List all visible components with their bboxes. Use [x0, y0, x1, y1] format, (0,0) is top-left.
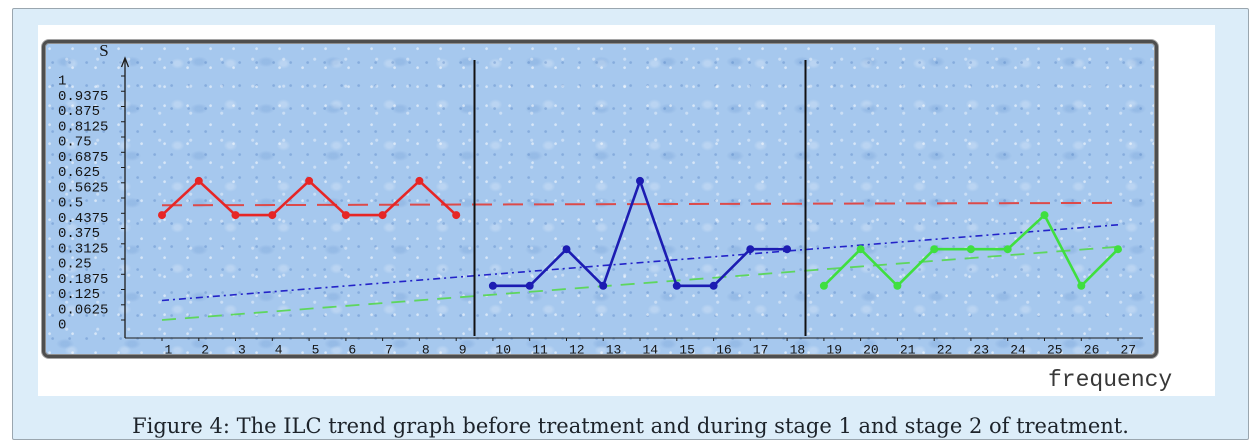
x-tick-label: 17 — [753, 343, 769, 358]
x-tick-label: 24 — [1010, 343, 1026, 358]
trend-line-2 — [161, 224, 1119, 302]
y-tick-label: 0.25 — [58, 257, 92, 273]
x-tick-label: 18 — [790, 343, 806, 358]
data-point — [1114, 245, 1122, 254]
x-tick-label: 22 — [937, 343, 953, 358]
data-point — [672, 281, 681, 290]
data-point — [599, 281, 608, 290]
data-point — [194, 176, 203, 185]
x-tick-label: 15 — [679, 343, 695, 358]
trend-line-3 — [161, 245, 1119, 321]
data-point — [966, 245, 975, 254]
x-tick-label: 11 — [532, 343, 548, 358]
x-tick-label: 8 — [422, 343, 430, 358]
chart-image: 1 0.9375 0.875 0.8125 0.75 0.6875 0.625 0.5625 0… — [38, 25, 1215, 396]
chart-marks: 10.93750.8750.81250.750.68750.6250.56250… — [58, 56, 1143, 358]
x-tick-label: 12 — [569, 343, 585, 358]
y-tick-label: 0.3125 — [58, 241, 108, 257]
series-1-line — [160, 179, 458, 217]
data-point — [636, 176, 644, 185]
data-point — [1077, 281, 1086, 290]
x-tick-label: 21 — [900, 343, 916, 358]
data-point — [1040, 211, 1049, 220]
data-point — [268, 211, 277, 220]
x-tick-label: 13 — [606, 343, 622, 358]
plot-frame — [42, 40, 1158, 358]
data-point — [341, 211, 350, 220]
y-tick-label: 0.4375 — [58, 211, 108, 227]
data-point — [158, 211, 166, 220]
ilc-trend-chart: 10.93750.8750.81250.750.68750.6250.56250… — [58, 41, 1172, 393]
y-axis-label: S — [99, 41, 108, 60]
x-tick-label: 9 — [459, 343, 467, 358]
x-tick-label: 1 — [165, 343, 173, 358]
y-tick-label: 0.75 — [58, 135, 92, 151]
x-tick-label: 19 — [826, 343, 842, 358]
x-tick-label: 4 — [275, 343, 283, 358]
y-tick-label: 0.125 — [58, 287, 100, 303]
y-tick-label: 0.5625 — [58, 180, 108, 196]
data-point — [709, 281, 718, 290]
figure-caption: Figure 4: The ILC trend graph before tre… — [132, 414, 1129, 438]
x-tick-label: 3 — [238, 343, 246, 358]
x-tick-label: 10 — [495, 343, 511, 358]
data-point — [746, 245, 755, 254]
data-point — [305, 176, 314, 185]
y-tick-label: 0.6875 — [58, 150, 108, 166]
y-tick-label: 0.5 — [58, 196, 83, 212]
data-point — [488, 281, 497, 290]
x-tick-label: 25 — [1047, 343, 1063, 358]
x-tick-label: 5 — [312, 343, 320, 358]
data-point — [415, 176, 424, 185]
x-tick-label: 26 — [1084, 343, 1100, 358]
x-tick-label: 6 — [348, 343, 356, 358]
x-tick-label: 14 — [643, 343, 659, 358]
data-point — [783, 245, 792, 254]
x-tick-label: 23 — [973, 343, 989, 358]
x-tick-label: 7 — [385, 343, 393, 358]
data-point — [525, 281, 534, 290]
data-point — [231, 211, 240, 220]
y-tick-label: 0.875 — [58, 104, 100, 120]
y-tick-label: 0.625 — [58, 165, 100, 181]
figure-panel: 1 0.9375 0.875 0.8125 0.75 0.6875 0.625 0.5625 0… — [12, 8, 1249, 440]
data-point — [562, 245, 571, 254]
trend-line-1 — [161, 201, 1119, 207]
x-tick-label: 2 — [201, 343, 209, 358]
data-point — [893, 281, 902, 290]
y-axis-arrow — [120, 56, 130, 68]
y-tick-label: 0.1875 — [58, 272, 108, 288]
data-point — [1003, 245, 1012, 254]
y-tick-label: 0.0625 — [58, 302, 108, 318]
x-tick-label: 27 — [1121, 343, 1137, 358]
y-tick-label: 0 — [58, 318, 66, 334]
x-axis-label: frequency — [1048, 367, 1172, 393]
data-point — [856, 245, 865, 254]
x-tick-label: 16 — [716, 343, 732, 358]
data-point — [819, 281, 828, 290]
data-point — [930, 245, 939, 254]
x-tick-label: 20 — [863, 343, 879, 358]
y-tick-label: 1 — [58, 74, 66, 90]
y-tick-label: 0.9375 — [58, 89, 108, 105]
data-point — [378, 211, 387, 220]
y-tick-label: 0.8125 — [58, 119, 108, 135]
data-point — [452, 211, 461, 220]
y-tick-label: 0.375 — [58, 226, 100, 242]
